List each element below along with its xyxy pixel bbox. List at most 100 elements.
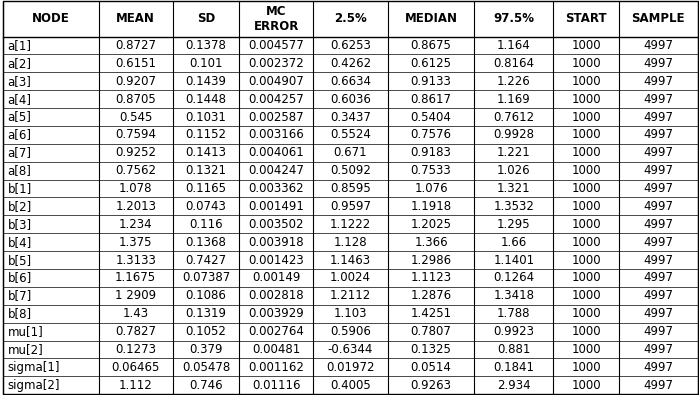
Text: 0.1165: 0.1165 [185,182,226,195]
Text: 1000: 1000 [571,325,601,338]
Text: 0.7576: 0.7576 [410,128,452,141]
Text: 1000: 1000 [571,307,601,320]
Text: 0.0514: 0.0514 [411,361,452,374]
Text: 0.7612: 0.7612 [493,111,534,124]
Text: 4997: 4997 [643,93,673,105]
Text: 4997: 4997 [643,271,673,284]
Text: 1.66: 1.66 [500,236,527,249]
Text: 1.788: 1.788 [497,307,531,320]
Text: 4997: 4997 [643,146,673,159]
Text: 0.101: 0.101 [189,57,223,70]
Text: 0.001423: 0.001423 [248,254,304,267]
Text: 0.0743: 0.0743 [185,200,226,213]
Text: 97.5%: 97.5% [493,12,534,25]
Text: SD: SD [197,12,215,25]
Text: 0.1052: 0.1052 [185,325,226,338]
Text: 0.01116: 0.01116 [252,379,301,392]
Text: 1.076: 1.076 [415,182,448,195]
Text: 0.6125: 0.6125 [410,57,452,70]
Text: SAMPLE: SAMPLE [632,12,685,25]
Text: 4997: 4997 [643,75,673,88]
Text: a[3]: a[3] [8,75,31,88]
Text: b[6]: b[6] [8,271,32,284]
Text: 1.2013: 1.2013 [115,200,156,213]
Text: 2.5%: 2.5% [334,12,367,25]
Text: 1000: 1000 [571,200,601,213]
Text: 0.00481: 0.00481 [252,343,301,356]
Text: START: START [565,12,607,25]
Text: 1000: 1000 [571,254,601,267]
Text: 1.1401: 1.1401 [493,254,534,267]
Text: 1000: 1000 [571,111,601,124]
Text: 1.2876: 1.2876 [410,290,452,302]
Text: 1.321: 1.321 [497,182,531,195]
Text: 4997: 4997 [643,307,673,320]
Text: b[8]: b[8] [8,307,32,320]
Text: 1.1463: 1.1463 [330,254,371,267]
Text: 0.9597: 0.9597 [330,200,371,213]
Text: 4997: 4997 [643,236,673,249]
Text: 1000: 1000 [571,271,601,284]
Text: 0.1439: 0.1439 [185,75,226,88]
Text: 0.5524: 0.5524 [330,128,371,141]
Text: 1000: 1000 [571,218,601,231]
Text: 1000: 1000 [571,290,601,302]
Text: 1.103: 1.103 [334,307,367,320]
Text: 1000: 1000 [571,361,601,374]
Text: 0.004061: 0.004061 [248,146,304,159]
Text: 1000: 1000 [571,236,601,249]
Text: NODE: NODE [32,12,70,25]
Text: 1000: 1000 [571,379,601,392]
Text: 4997: 4997 [643,182,673,195]
Text: 0.5092: 0.5092 [330,164,371,177]
Text: 0.7807: 0.7807 [411,325,452,338]
Text: 1000: 1000 [571,182,601,195]
Text: 1.1918: 1.1918 [410,200,452,213]
Text: 0.7562: 0.7562 [115,164,156,177]
Text: 1.2112: 1.2112 [330,290,371,302]
Text: 0.1152: 0.1152 [185,128,226,141]
Text: 0.9923: 0.9923 [493,325,534,338]
Text: 4997: 4997 [643,128,673,141]
Text: -0.6344: -0.6344 [328,343,373,356]
Text: 4997: 4997 [643,361,673,374]
Text: 4997: 4997 [643,111,673,124]
Text: 0.004247: 0.004247 [248,164,304,177]
Text: 0.003166: 0.003166 [248,128,304,141]
Text: 1.1123: 1.1123 [410,271,452,284]
Text: 1.169: 1.169 [497,93,531,105]
Text: 0.7827: 0.7827 [115,325,156,338]
Text: 1.234: 1.234 [119,218,152,231]
Text: 1000: 1000 [571,93,601,105]
Text: 0.9928: 0.9928 [493,128,534,141]
Text: 0.8705: 0.8705 [115,93,156,105]
Text: 0.4005: 0.4005 [330,379,371,392]
Text: 0.545: 0.545 [119,111,152,124]
Text: a[2]: a[2] [8,57,31,70]
Text: 0.9183: 0.9183 [411,146,452,159]
Text: 0.004907: 0.004907 [248,75,304,88]
Text: 1.226: 1.226 [497,75,531,88]
Text: 0.671: 0.671 [333,146,368,159]
Text: 1.026: 1.026 [497,164,531,177]
Text: 0.881: 0.881 [497,343,531,356]
Text: b[3]: b[3] [8,218,32,231]
Text: sigma[2]: sigma[2] [8,379,60,392]
Text: 1000: 1000 [571,57,601,70]
Text: 0.9263: 0.9263 [410,379,452,392]
Text: 0.05478: 0.05478 [182,361,230,374]
Text: 0.9252: 0.9252 [115,146,156,159]
Text: 1.1222: 1.1222 [330,218,371,231]
Text: a[1]: a[1] [8,39,31,52]
Text: 0.003502: 0.003502 [248,218,304,231]
Text: 1000: 1000 [571,343,601,356]
Text: 0.002372: 0.002372 [248,57,304,70]
Text: 1000: 1000 [571,128,601,141]
Text: 0.1321: 0.1321 [185,164,226,177]
Text: 1.2986: 1.2986 [410,254,452,267]
Text: 1.4251: 1.4251 [410,307,452,320]
Text: 1.43: 1.43 [122,307,149,320]
Text: 1.366: 1.366 [415,236,448,249]
Text: 0.002587: 0.002587 [248,111,304,124]
Text: 0.5906: 0.5906 [330,325,371,338]
